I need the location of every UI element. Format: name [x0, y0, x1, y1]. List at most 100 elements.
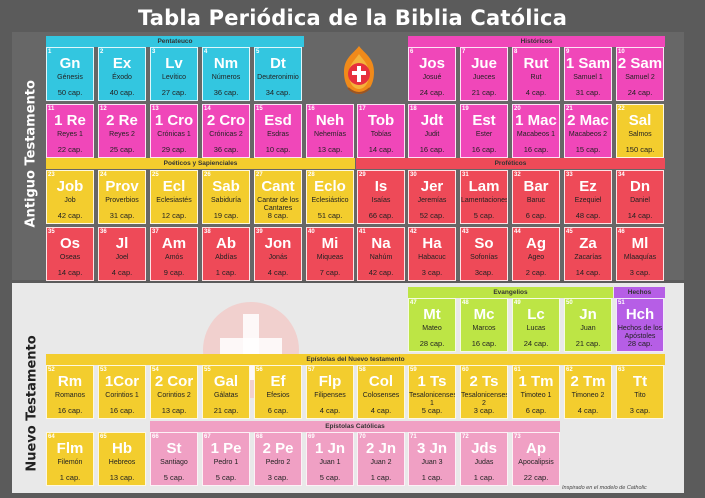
book-name: Pedro 1 — [213, 459, 239, 466]
book-abbreviation: Col — [368, 373, 394, 390]
book-abbreviation: Na — [371, 235, 391, 252]
book-chapters: 22 cap. — [523, 473, 549, 482]
book-abbreviation: Sal — [628, 112, 652, 129]
book-number: 48 — [462, 300, 469, 306]
book-abbreviation: Jn — [579, 306, 597, 323]
book-number: 2 — [100, 49, 104, 55]
book-name: Romanos — [55, 392, 85, 399]
book-name: Baruc — [526, 197, 546, 204]
book-chapters: 24 cap. — [627, 88, 653, 97]
book-cell-63: 63 Tt Tito 3 cap. — [616, 365, 664, 419]
book-number: 68 — [256, 434, 263, 440]
book-name: Juan — [580, 325, 596, 332]
book-name: Reyes 1 — [57, 131, 83, 138]
book-number: 72 — [462, 434, 469, 440]
book-number: 41 — [359, 229, 366, 235]
book-name: Éxodo — [112, 74, 132, 81]
book-cell-73: 73 Ap Apocalipsis 22 cap. — [512, 432, 560, 486]
book-name: Ester — [475, 131, 493, 138]
book-abbreviation: Neh — [315, 112, 345, 129]
book-number: 16 — [308, 106, 315, 112]
book-number: 66 — [152, 434, 159, 440]
book-number: 34 — [618, 172, 625, 178]
book-name: Pedro 2 — [265, 459, 291, 466]
header-poeticos: Poéticos y Sapienciales — [46, 158, 355, 169]
book-chapters: 4 cap. — [577, 406, 599, 415]
book-chapters: 1 cap. — [421, 473, 443, 482]
book-name: Samuel 1 — [573, 74, 603, 81]
book-chapters: 150 cap. — [625, 145, 655, 154]
book-number: 15 — [256, 106, 263, 112]
book-abbreviation: Dn — [630, 178, 650, 195]
book-number: 25 — [152, 172, 159, 178]
book-chapters: 12 cap. — [161, 211, 187, 220]
book-chapters: 6 cap. — [267, 406, 289, 415]
book-abbreviation: Lv — [165, 55, 183, 72]
book-name: Crónicas 1 — [157, 131, 191, 138]
book-number: 38 — [204, 229, 211, 235]
book-chapters: 36 cap. — [213, 88, 239, 97]
book-cell-68: 68 2 Pe Pedro 2 3 cap. — [254, 432, 302, 486]
book-chapters: 14 cap. — [575, 268, 601, 277]
book-cell-61: 61 1 Tm Timoteo 1 6 cap. — [512, 365, 560, 419]
book-cell-25: 25 Ecl Eclesiastés 12 cap. — [150, 170, 198, 224]
book-abbreviation: Tob — [367, 112, 395, 129]
book-abbreviation: Prov — [105, 178, 139, 195]
book-chapters: 52 cap. — [419, 211, 445, 220]
page-title: Tabla Periódica de la Biblia Católica — [137, 6, 568, 30]
book-chapters: 1 cap. — [59, 473, 81, 482]
book-cell-44: 44 Ag Ageo 2 cap. — [512, 227, 560, 281]
book-name: Hebreos — [108, 459, 136, 466]
book-number: 58 — [359, 367, 366, 373]
book-abbreviation: Mi — [321, 235, 339, 252]
book-abbreviation: Esd — [264, 112, 292, 129]
book-name: Esdras — [267, 131, 289, 138]
book-number: 37 — [152, 229, 159, 235]
book-number: 71 — [410, 434, 417, 440]
book-cell-38: 38 Ab Abdías 1 cap. — [202, 227, 250, 281]
book-chapters: 31 cap. — [109, 211, 135, 220]
book-name: Eclesiastés — [156, 197, 192, 204]
book-name: Reyes 2 — [109, 131, 135, 138]
book-number: 65 — [100, 434, 107, 440]
book-abbreviation: 1 Cro — [154, 112, 194, 129]
book-name: Mlaaquías — [623, 254, 657, 261]
book-abbreviation: So — [474, 235, 494, 252]
book-chapters: 1 cap. — [473, 473, 495, 482]
book-number: 21 — [566, 106, 573, 112]
book-abbreviation: Hb — [112, 440, 132, 457]
nuevo-testamento-label: Nuevo Testamento — [24, 335, 40, 472]
book-chapters: 31 cap. — [575, 88, 601, 97]
book-number: 27 — [256, 172, 263, 178]
book-number: 18 — [410, 106, 417, 112]
book-abbreviation: 2 Tm — [570, 373, 606, 390]
book-name: Juan 2 — [370, 459, 392, 466]
book-cell-12: 12 2 Re Reyes 2 25 cap. — [98, 104, 146, 158]
book-abbreviation: St — [166, 440, 182, 457]
book-cell-18: 18 Jdt Judit 16 cap. — [408, 104, 456, 158]
book-name: Sabiduría — [211, 197, 241, 204]
book-cell-15: 15 Esd Esdras 10 cap. — [254, 104, 302, 158]
book-cell-32: 32 Bar Baruc 6 cap. — [512, 170, 560, 224]
book-name: Cantar de los Cantares — [257, 197, 299, 212]
book-number: 4 — [204, 49, 208, 55]
book-abbreviation: Nm — [213, 55, 239, 72]
book-abbreviation: 2 Mac — [567, 112, 609, 129]
header-profeticos: Proféticos — [356, 158, 665, 169]
book-number: 31 — [462, 172, 469, 178]
book-cell-23: 23 Job Job 42 cap. — [46, 170, 94, 224]
book-name: Gálatas — [213, 392, 239, 399]
book-number: 40 — [308, 229, 315, 235]
book-number: 69 — [308, 434, 315, 440]
book-name: Zacarías — [574, 254, 602, 261]
book-abbreviation: Est — [472, 112, 496, 129]
book-abbreviation: 3 Jn — [416, 440, 447, 457]
book-abbreviation: Jon — [264, 235, 292, 252]
book-number: 45 — [566, 229, 573, 235]
book-abbreviation: Dt — [270, 55, 286, 72]
book-cell-29: 29 Is Isaías 66 cap. — [357, 170, 405, 224]
book-cell-22: 22 Sal Salmos 150 cap. — [616, 104, 664, 158]
book-chapters: 13 cap. — [161, 406, 187, 415]
